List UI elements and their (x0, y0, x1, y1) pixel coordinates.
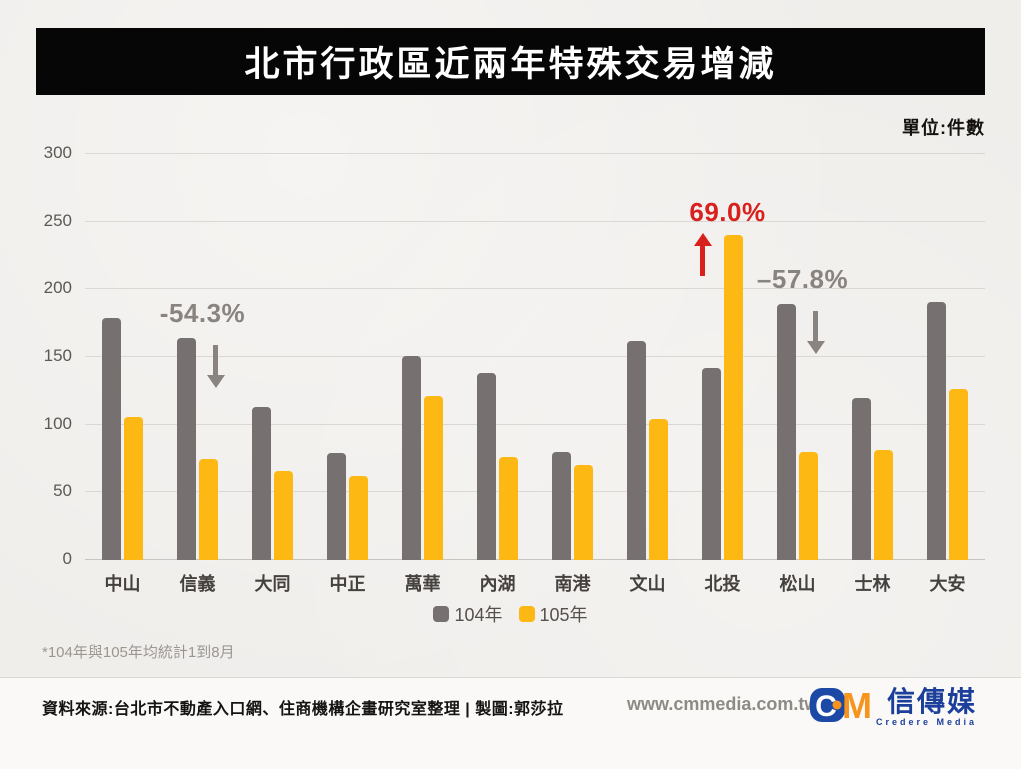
annotation-label: -54.3% (159, 298, 246, 329)
bar-105年-中山 (124, 416, 143, 560)
logo-brand-name: 信傳媒 (886, 685, 977, 717)
footer: 資料來源:台北市不動產入口網、住商機構企畫研究室整理 | 製圖:郭莎拉 www.… (0, 677, 1021, 769)
footnote: *104年與105年均統計1到8月 (42, 644, 235, 661)
gridline-150 (85, 356, 985, 357)
bar-104年-松山 (777, 304, 796, 560)
source-text: 資料來源:台北市不動產入口網、住商機構企畫研究室整理 | 製圖:郭莎拉 (42, 701, 564, 718)
bar-groups (85, 154, 985, 560)
legend: 104年 105年 (0, 601, 1021, 627)
bar-group-松山 (760, 154, 835, 560)
cm-logo-mark: C M (809, 683, 872, 732)
legend-swatch-icon (433, 606, 450, 622)
page-title: 北市行政區近兩年特殊交易增減 (244, 45, 777, 84)
bar-group-中正 (310, 154, 385, 560)
y-tick-label: 250 (43, 210, 72, 230)
bar-104年-北投 (702, 367, 721, 560)
bar-105年-大同 (274, 470, 293, 560)
bar-group-大安 (910, 154, 985, 560)
y-tick-label: 300 (43, 143, 72, 162)
x-axis-labels: 中山 信義 大同 中正 萬華 內湖 南港 文山 北投 松山 士林 大安 (85, 570, 985, 596)
bar-104年-中正 (327, 453, 346, 560)
gridline-200 (85, 288, 985, 290)
title-banner: 北市行政區近兩年特殊交易增減 (36, 28, 985, 95)
annotation-arrow-up-icon (693, 233, 712, 277)
legend-item-104年: 104年 (433, 601, 503, 627)
unit-label: 單位:件數 (902, 118, 985, 138)
bar-105年-北投 (724, 235, 743, 560)
bar-104年-萬華 (402, 355, 421, 560)
x-label-大同: 大同 (254, 574, 291, 594)
x-label-中正: 中正 (329, 574, 366, 594)
bar-104年-信義 (177, 338, 196, 560)
bar-105年-萬華 (424, 396, 443, 560)
y-tick-label: 200 (43, 278, 72, 298)
bar-chart: -54.3% 69.0% –57.8% 0 50 100 150 200 250 300 (0, 143, 1021, 568)
x-label-中山: 中山 (104, 574, 141, 594)
bar-group-信義 (160, 154, 235, 560)
bar-group-大同 (235, 154, 310, 560)
bar-group-南港 (535, 154, 610, 560)
bar-104年-中山 (102, 317, 121, 560)
bar-105年-士林 (874, 450, 893, 560)
y-tick-label: 150 (43, 346, 72, 365)
bar-105年-信義 (199, 458, 218, 560)
bar-104年-士林 (852, 397, 871, 560)
x-label-南港: 南港 (554, 574, 591, 594)
bar-group-中山 (85, 154, 160, 560)
bar-group-北投 (685, 154, 760, 560)
legend-label: 105年 (539, 605, 588, 625)
x-label-信義: 信義 (179, 574, 216, 594)
website-text: www.cmmedia.com.tw (627, 694, 819, 714)
legend-item-105年: 105年 (518, 601, 588, 627)
gridline-300 (85, 153, 985, 154)
x-label-萬華: 萬華 (404, 574, 441, 594)
annotation-arrow-down-icon (206, 345, 225, 389)
bar-group-萬華 (385, 154, 460, 560)
logo-brand-subtitle: Credere Media (875, 717, 977, 728)
bar-group-士林 (835, 154, 910, 560)
x-label-文山: 文山 (629, 574, 666, 594)
logo-c-shape (809, 687, 845, 722)
bar-105年-文山 (649, 419, 668, 560)
gridline-100 (85, 423, 985, 425)
x-label-內湖: 內湖 (479, 574, 516, 594)
x-label-松山: 松山 (779, 574, 816, 594)
y-tick-label: 50 (53, 481, 72, 501)
gridline-50 (85, 491, 985, 493)
bar-105年-南港 (574, 465, 593, 560)
annotation-label: 69.0% (689, 197, 766, 228)
bar-104年-南港 (552, 451, 571, 560)
logo-orange-dot (832, 700, 842, 709)
bar-105年-大安 (949, 389, 968, 560)
y-tick-label: 0 (62, 549, 72, 568)
annotation-arrow-down-icon (806, 311, 825, 355)
bar-105年-中正 (349, 476, 368, 560)
bar-105年-松山 (799, 451, 818, 560)
legend-swatch-icon (518, 606, 535, 622)
logo-letter-c: C (815, 690, 837, 723)
logo-text-block: 信傳媒 Credere Media (875, 685, 977, 728)
annotation-label: –57.8% (756, 264, 849, 295)
y-tick-label: 100 (43, 413, 72, 433)
bar-104年-文山 (627, 340, 646, 560)
bar-group-文山 (610, 154, 685, 560)
bar-104年-大安 (927, 301, 946, 560)
bar-104年-內湖 (477, 373, 496, 560)
x-label-北投: 北投 (704, 574, 741, 594)
brand-logo: C M 信傳媒 Credere Media (809, 683, 977, 731)
logo-letter-m: M (842, 685, 871, 726)
x-label-士林: 士林 (854, 574, 891, 594)
gridline-0 (85, 559, 985, 560)
gridline-250 (85, 220, 985, 222)
bar-104年-大同 (252, 407, 271, 560)
bar-group-內湖 (460, 154, 535, 560)
bar-105年-內湖 (499, 457, 518, 560)
plot-area: -54.3% 69.0% –57.8% (85, 153, 985, 560)
x-label-大安: 大安 (929, 574, 966, 594)
legend-label: 104年 (454, 605, 503, 625)
